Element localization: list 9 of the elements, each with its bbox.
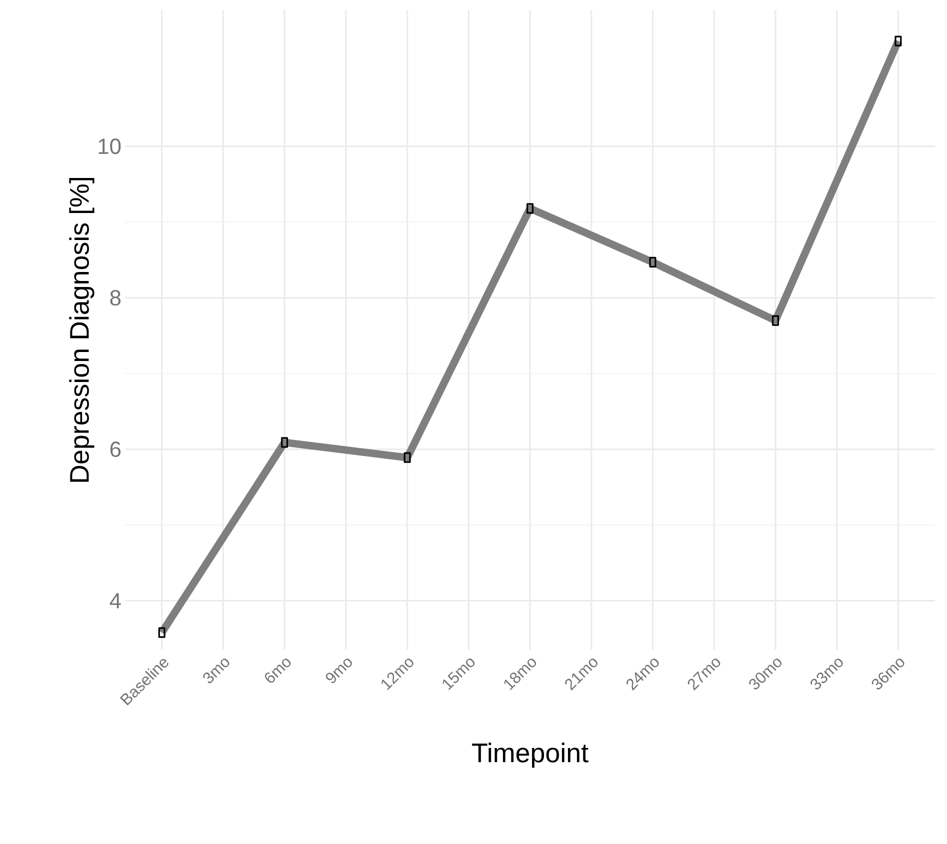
- y-tick-label: 4: [110, 593, 121, 608]
- y-axis-title: Depression Diagnosis [%]: [69, 178, 94, 482]
- x-axis-title: Timepoint: [472, 742, 588, 768]
- y-tick-label: 6: [110, 442, 121, 458]
- y-tick-label: 10: [98, 138, 121, 154]
- y-tick-label: 8: [110, 290, 121, 306]
- x-tick-label: 3mo: [203, 658, 230, 684]
- x-tick-label: 6mo: [264, 658, 291, 683]
- x-tick-label: 9mo: [326, 658, 352, 684]
